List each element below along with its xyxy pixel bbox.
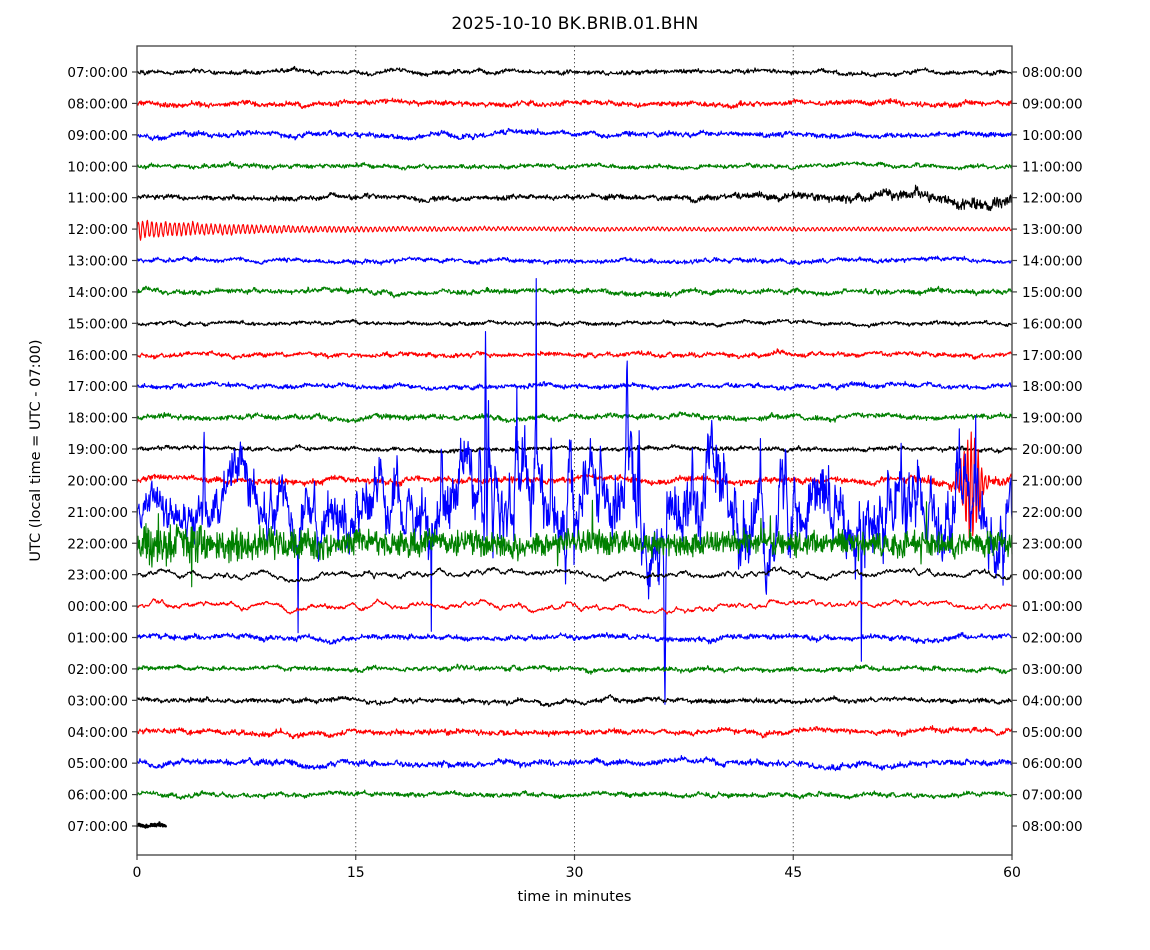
y-tick-label-right: 09:00:00 <box>1022 96 1083 112</box>
seismic-trace <box>136 789 1013 800</box>
y-tick-label-right: 11:00:00 <box>1022 159 1083 175</box>
seismic-trace <box>136 318 1013 329</box>
y-tick-label-right: 14:00:00 <box>1022 254 1083 270</box>
y-tick-label-left: 19:00:00 <box>67 442 128 458</box>
seismic-trace <box>136 663 1013 675</box>
y-tick-label-right: 04:00:00 <box>1022 693 1083 709</box>
y-tick-label-left: 02:00:00 <box>67 662 128 678</box>
y-tick-label-left: 21:00:00 <box>67 505 128 521</box>
y-tick-label-right: 15:00:00 <box>1022 285 1083 301</box>
y-tick-label-right: 17:00:00 <box>1022 348 1083 364</box>
y-tick-label-left: 23:00:00 <box>67 568 128 584</box>
y-tick-label-right: 22:00:00 <box>1022 505 1083 521</box>
seismic-trace <box>135 821 167 829</box>
y-tick-label-right: 00:00:00 <box>1022 568 1083 584</box>
seismic-trace <box>136 348 1013 360</box>
y-tick-label-left: 17:00:00 <box>67 379 128 395</box>
y-tick-label-left: 07:00:00 <box>67 819 128 835</box>
seismic-trace <box>136 694 1013 708</box>
y-tick-label-right: 16:00:00 <box>1022 316 1083 332</box>
seismic-trace <box>136 255 1013 266</box>
y-tick-label-right: 18:00:00 <box>1022 379 1083 395</box>
seismic-trace <box>136 278 1013 705</box>
y-tick-label-right: 02:00:00 <box>1022 631 1083 647</box>
y-tick-label-right: 21:00:00 <box>1022 473 1083 489</box>
y-tick-label-right: 23:00:00 <box>1022 536 1083 552</box>
y-tick-label-left: 01:00:00 <box>67 631 128 647</box>
y-tick-label-right: 20:00:00 <box>1022 442 1083 458</box>
grid-lines <box>355 46 794 855</box>
x-axis-title: time in minutes <box>518 889 632 905</box>
page-title: 2025-10-10 BK.BRIB.01.BHN <box>451 14 699 34</box>
y-tick-label-left: 15:00:00 <box>67 316 128 332</box>
y-tick-label-right: 08:00:00 <box>1022 819 1083 835</box>
y-tick-label-left: 11:00:00 <box>67 191 128 207</box>
y-tick-label-left: 13:00:00 <box>67 254 128 270</box>
y-tick-label-left: 07:00:00 <box>67 65 128 81</box>
y-tick-label-right: 06:00:00 <box>1022 756 1083 772</box>
seismic-trace <box>136 566 1013 583</box>
y-tick-label-left: 03:00:00 <box>67 693 128 709</box>
seismic-trace <box>136 97 1013 110</box>
y-tick-label-left: 14:00:00 <box>67 285 128 301</box>
y-tick-label-left: 10:00:00 <box>67 159 128 175</box>
y-tick-label-left: 06:00:00 <box>67 788 128 804</box>
y-tick-label-left: 04:00:00 <box>67 725 128 741</box>
seismic-trace <box>136 285 1013 299</box>
seismic-trace <box>136 184 1013 212</box>
seismic-trace <box>136 755 1013 772</box>
y-tick-label-right: 12:00:00 <box>1022 191 1083 207</box>
y-tick-label-left: 12:00:00 <box>67 222 128 238</box>
y-tick-label-right: 10:00:00 <box>1022 128 1083 144</box>
seismic-trace <box>136 127 1013 142</box>
y-tick-label-right: 13:00:00 <box>1022 222 1083 238</box>
y-tick-label-right: 19:00:00 <box>1022 411 1083 427</box>
y-axis-title: UTC (local time = UTC - 07:00) <box>28 339 44 561</box>
y-tick-label-left: 18:00:00 <box>67 411 128 427</box>
seismic-trace <box>136 65 1013 78</box>
y-tick-label-right: 05:00:00 <box>1022 725 1083 741</box>
trace-group <box>135 65 1013 829</box>
y-tick-label-left: 05:00:00 <box>67 756 128 772</box>
x-tick-label: 30 <box>566 865 584 881</box>
y-tick-label-left: 20:00:00 <box>67 473 128 489</box>
x-tick-label: 15 <box>347 865 365 881</box>
x-tick-label: 45 <box>784 865 802 881</box>
y-tick-label-left: 16:00:00 <box>67 348 128 364</box>
y-tick-label-right: 03:00:00 <box>1022 662 1083 678</box>
y-tick-label-left: 22:00:00 <box>67 536 128 552</box>
x-tick-label: 60 <box>1003 865 1021 881</box>
seismic-trace <box>136 499 1013 588</box>
y-tick-label-left: 09:00:00 <box>67 128 128 144</box>
y-tick-label-left: 08:00:00 <box>67 96 128 112</box>
seismic-trace <box>136 411 1013 424</box>
y-tick-label-right: 01:00:00 <box>1022 599 1083 615</box>
y-tick-label-right: 08:00:00 <box>1022 65 1083 81</box>
seismic-trace <box>136 598 1013 615</box>
y-tick-label-left: 00:00:00 <box>67 599 128 615</box>
seismic-trace <box>136 160 1013 171</box>
seismic-trace <box>136 380 1013 392</box>
y-axis-left: 07:00:00 08:00:00 09:00:00 10:00:00 11:00:00… <box>67 65 137 835</box>
seismic-trace <box>136 631 1013 645</box>
seismic-trace <box>136 725 1013 740</box>
y-tick-label-right: 07:00:00 <box>1022 788 1083 804</box>
x-axis: 0 15 30 45 60 time in minutes <box>133 855 1021 905</box>
x-tick-label: 0 <box>133 865 142 881</box>
y-axis-right: 08:00:00 09:00:00 10:00:00 11:00:00 12:00:00… <box>1012 65 1083 835</box>
seismic-trace <box>136 219 1013 241</box>
seismic-trace <box>136 443 1013 454</box>
